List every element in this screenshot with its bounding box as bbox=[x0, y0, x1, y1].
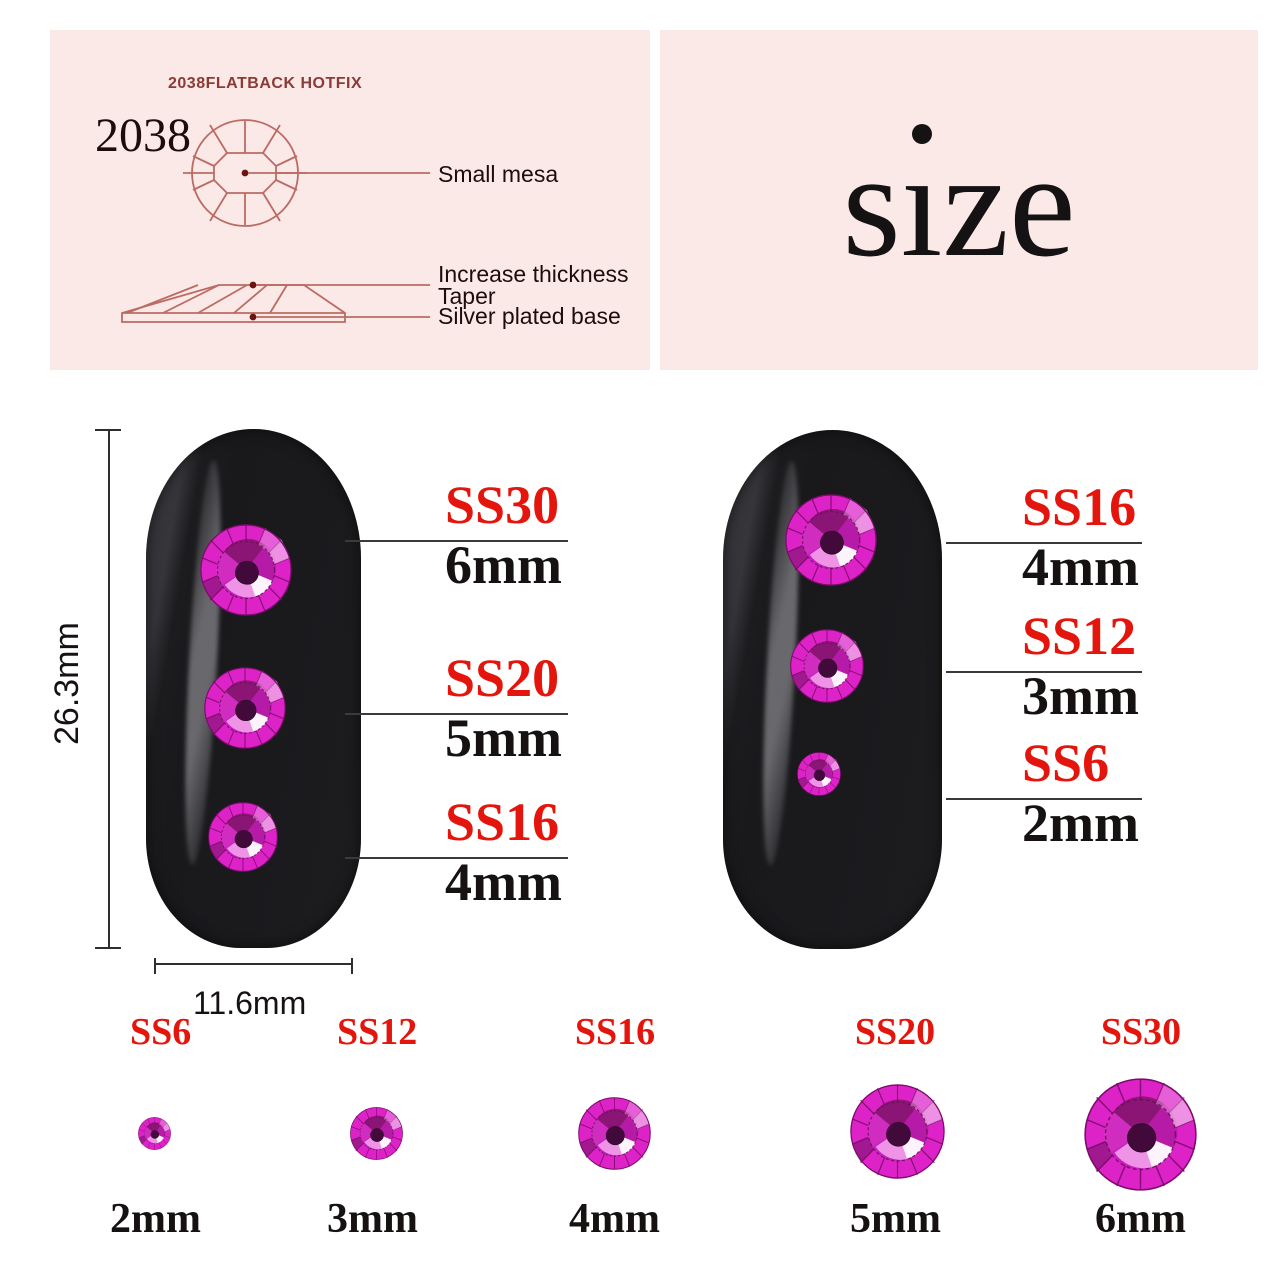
svg-text:Silver plated base: Silver plated base bbox=[438, 303, 621, 329]
svg-text:Small mesa: Small mesa bbox=[438, 161, 558, 187]
